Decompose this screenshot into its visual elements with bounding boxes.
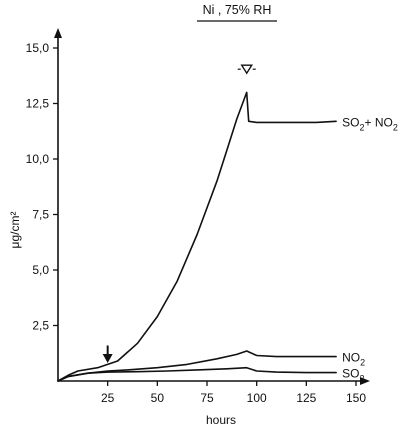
series-label-subscript: 2 (360, 358, 365, 368)
x-tick-label: 150 (346, 391, 366, 405)
x-axis-arrowhead (360, 377, 370, 385)
y-tick-label: 7,5 (32, 208, 49, 222)
series-label-subscript: 2 (393, 122, 398, 132)
x-tick-label: 100 (247, 391, 267, 405)
series-label: NO2 (342, 351, 365, 368)
series-label-part: + NO (364, 115, 392, 129)
axes (54, 28, 370, 385)
y-tick-label: 15,0 (26, 41, 50, 55)
x-tick-label: 125 (296, 391, 316, 405)
series-label-subscript: 2 (359, 374, 364, 384)
series-line (57, 350, 337, 382)
series-line (57, 366, 337, 382)
y-tick-label: 2,5 (32, 319, 49, 333)
filled-arrow-marker-head (102, 354, 113, 364)
y-axis-label: μg/cm² (8, 212, 22, 249)
y-tick-label: 12,5 (26, 97, 50, 111)
x-tick-label: 50 (151, 391, 165, 405)
series-label-subscript: 2 (359, 122, 364, 132)
annotation-group (102, 64, 256, 364)
y-tick-label: 10,0 (26, 152, 50, 166)
y-tick-label: 5,0 (32, 263, 49, 277)
series-label: SO2 (342, 367, 364, 384)
chart-title: Ni , 75% RH (203, 3, 272, 17)
y-axis-arrowhead (54, 28, 62, 38)
x-tick-label: 75 (200, 391, 214, 405)
x-tick-label: 25 (101, 391, 115, 405)
series-label: SO2+ NO2 (342, 115, 398, 132)
tick-group: 25 50 75 100 125 150 2,5 5,0 7,5 10,0 12,5 15,0 (26, 41, 367, 405)
series-line (57, 91, 337, 382)
open-arrow-marker (240, 64, 253, 75)
x-axis-label: hours (206, 413, 236, 427)
